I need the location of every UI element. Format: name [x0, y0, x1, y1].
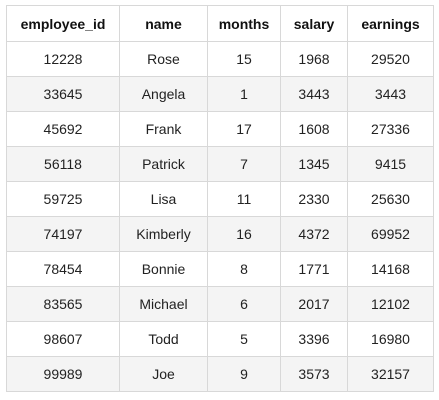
cell-earnings: 32157: [347, 356, 434, 392]
cell-earnings: 29520: [347, 41, 434, 77]
cell-months: 6: [207, 286, 281, 322]
table-row: 45692 Frank 17 1608 27336: [6, 111, 434, 147]
cell-name: Joe: [119, 356, 208, 392]
table-row: 12228 Rose 15 1968 29520: [6, 41, 434, 77]
cell-earnings: 69952: [347, 216, 434, 252]
cell-salary: 1771: [280, 251, 348, 287]
table-row: 33645 Angela 1 3443 3443: [6, 76, 434, 112]
cell-salary: 2330: [280, 181, 348, 217]
employee-table-container: employee_id name months salary earnings …: [6, 5, 434, 392]
cell-months: 9: [207, 356, 281, 392]
table-row: 74197 Kimberly 16 4372 69952: [6, 216, 434, 252]
cell-earnings: 12102: [347, 286, 434, 322]
cell-name: Todd: [119, 321, 208, 357]
cell-earnings: 27336: [347, 111, 434, 147]
cell-name: Angela: [119, 76, 208, 112]
cell-employee-id: 74197: [6, 216, 120, 252]
cell-salary: 2017: [280, 286, 348, 322]
cell-employee-id: 99989: [6, 356, 120, 392]
cell-employee-id: 83565: [6, 286, 120, 322]
cell-months: 15: [207, 41, 281, 77]
table-row: 56118 Patrick 7 1345 9415: [6, 146, 434, 182]
cell-salary: 3396: [280, 321, 348, 357]
cell-salary: 3443: [280, 76, 348, 112]
column-header-name: name: [119, 5, 208, 42]
cell-name: Lisa: [119, 181, 208, 217]
cell-employee-id: 59725: [6, 181, 120, 217]
cell-earnings: 25630: [347, 181, 434, 217]
cell-employee-id: 33645: [6, 76, 120, 112]
cell-employee-id: 45692: [6, 111, 120, 147]
cell-salary: 1345: [280, 146, 348, 182]
table-body: 12228 Rose 15 1968 29520 33645 Angela 1 …: [6, 41, 434, 392]
cell-employee-id: 98607: [6, 321, 120, 357]
cell-salary: 3573: [280, 356, 348, 392]
cell-employee-id: 12228: [6, 41, 120, 77]
cell-name: Bonnie: [119, 251, 208, 287]
table-row: 99989 Joe 9 3573 32157: [6, 356, 434, 392]
cell-name: Rose: [119, 41, 208, 77]
table-row: 78454 Bonnie 8 1771 14168: [6, 251, 434, 287]
cell-months: 1: [207, 76, 281, 112]
column-header-employee-id: employee_id: [6, 5, 120, 42]
cell-months: 16: [207, 216, 281, 252]
table-row: 83565 Michael 6 2017 12102: [6, 286, 434, 322]
cell-months: 17: [207, 111, 281, 147]
table-row: 98607 Todd 5 3396 16980: [6, 321, 434, 357]
cell-months: 5: [207, 321, 281, 357]
cell-earnings: 9415: [347, 146, 434, 182]
column-header-months: months: [207, 5, 281, 42]
employee-table: employee_id name months salary earnings …: [6, 5, 434, 392]
cell-name: Frank: [119, 111, 208, 147]
cell-earnings: 14168: [347, 251, 434, 287]
cell-months: 11: [207, 181, 281, 217]
cell-earnings: 3443: [347, 76, 434, 112]
table-row: 59725 Lisa 11 2330 25630: [6, 181, 434, 217]
cell-employee-id: 78454: [6, 251, 120, 287]
cell-name: Patrick: [119, 146, 208, 182]
cell-months: 7: [207, 146, 281, 182]
cell-name: Kimberly: [119, 216, 208, 252]
cell-employee-id: 56118: [6, 146, 120, 182]
cell-salary: 1968: [280, 41, 348, 77]
cell-salary: 1608: [280, 111, 348, 147]
header-row: employee_id name months salary earnings: [6, 5, 434, 42]
table-header: employee_id name months salary earnings: [6, 5, 434, 42]
cell-name: Michael: [119, 286, 208, 322]
column-header-salary: salary: [280, 5, 348, 42]
cell-salary: 4372: [280, 216, 348, 252]
cell-months: 8: [207, 251, 281, 287]
cell-earnings: 16980: [347, 321, 434, 357]
column-header-earnings: earnings: [347, 5, 434, 42]
